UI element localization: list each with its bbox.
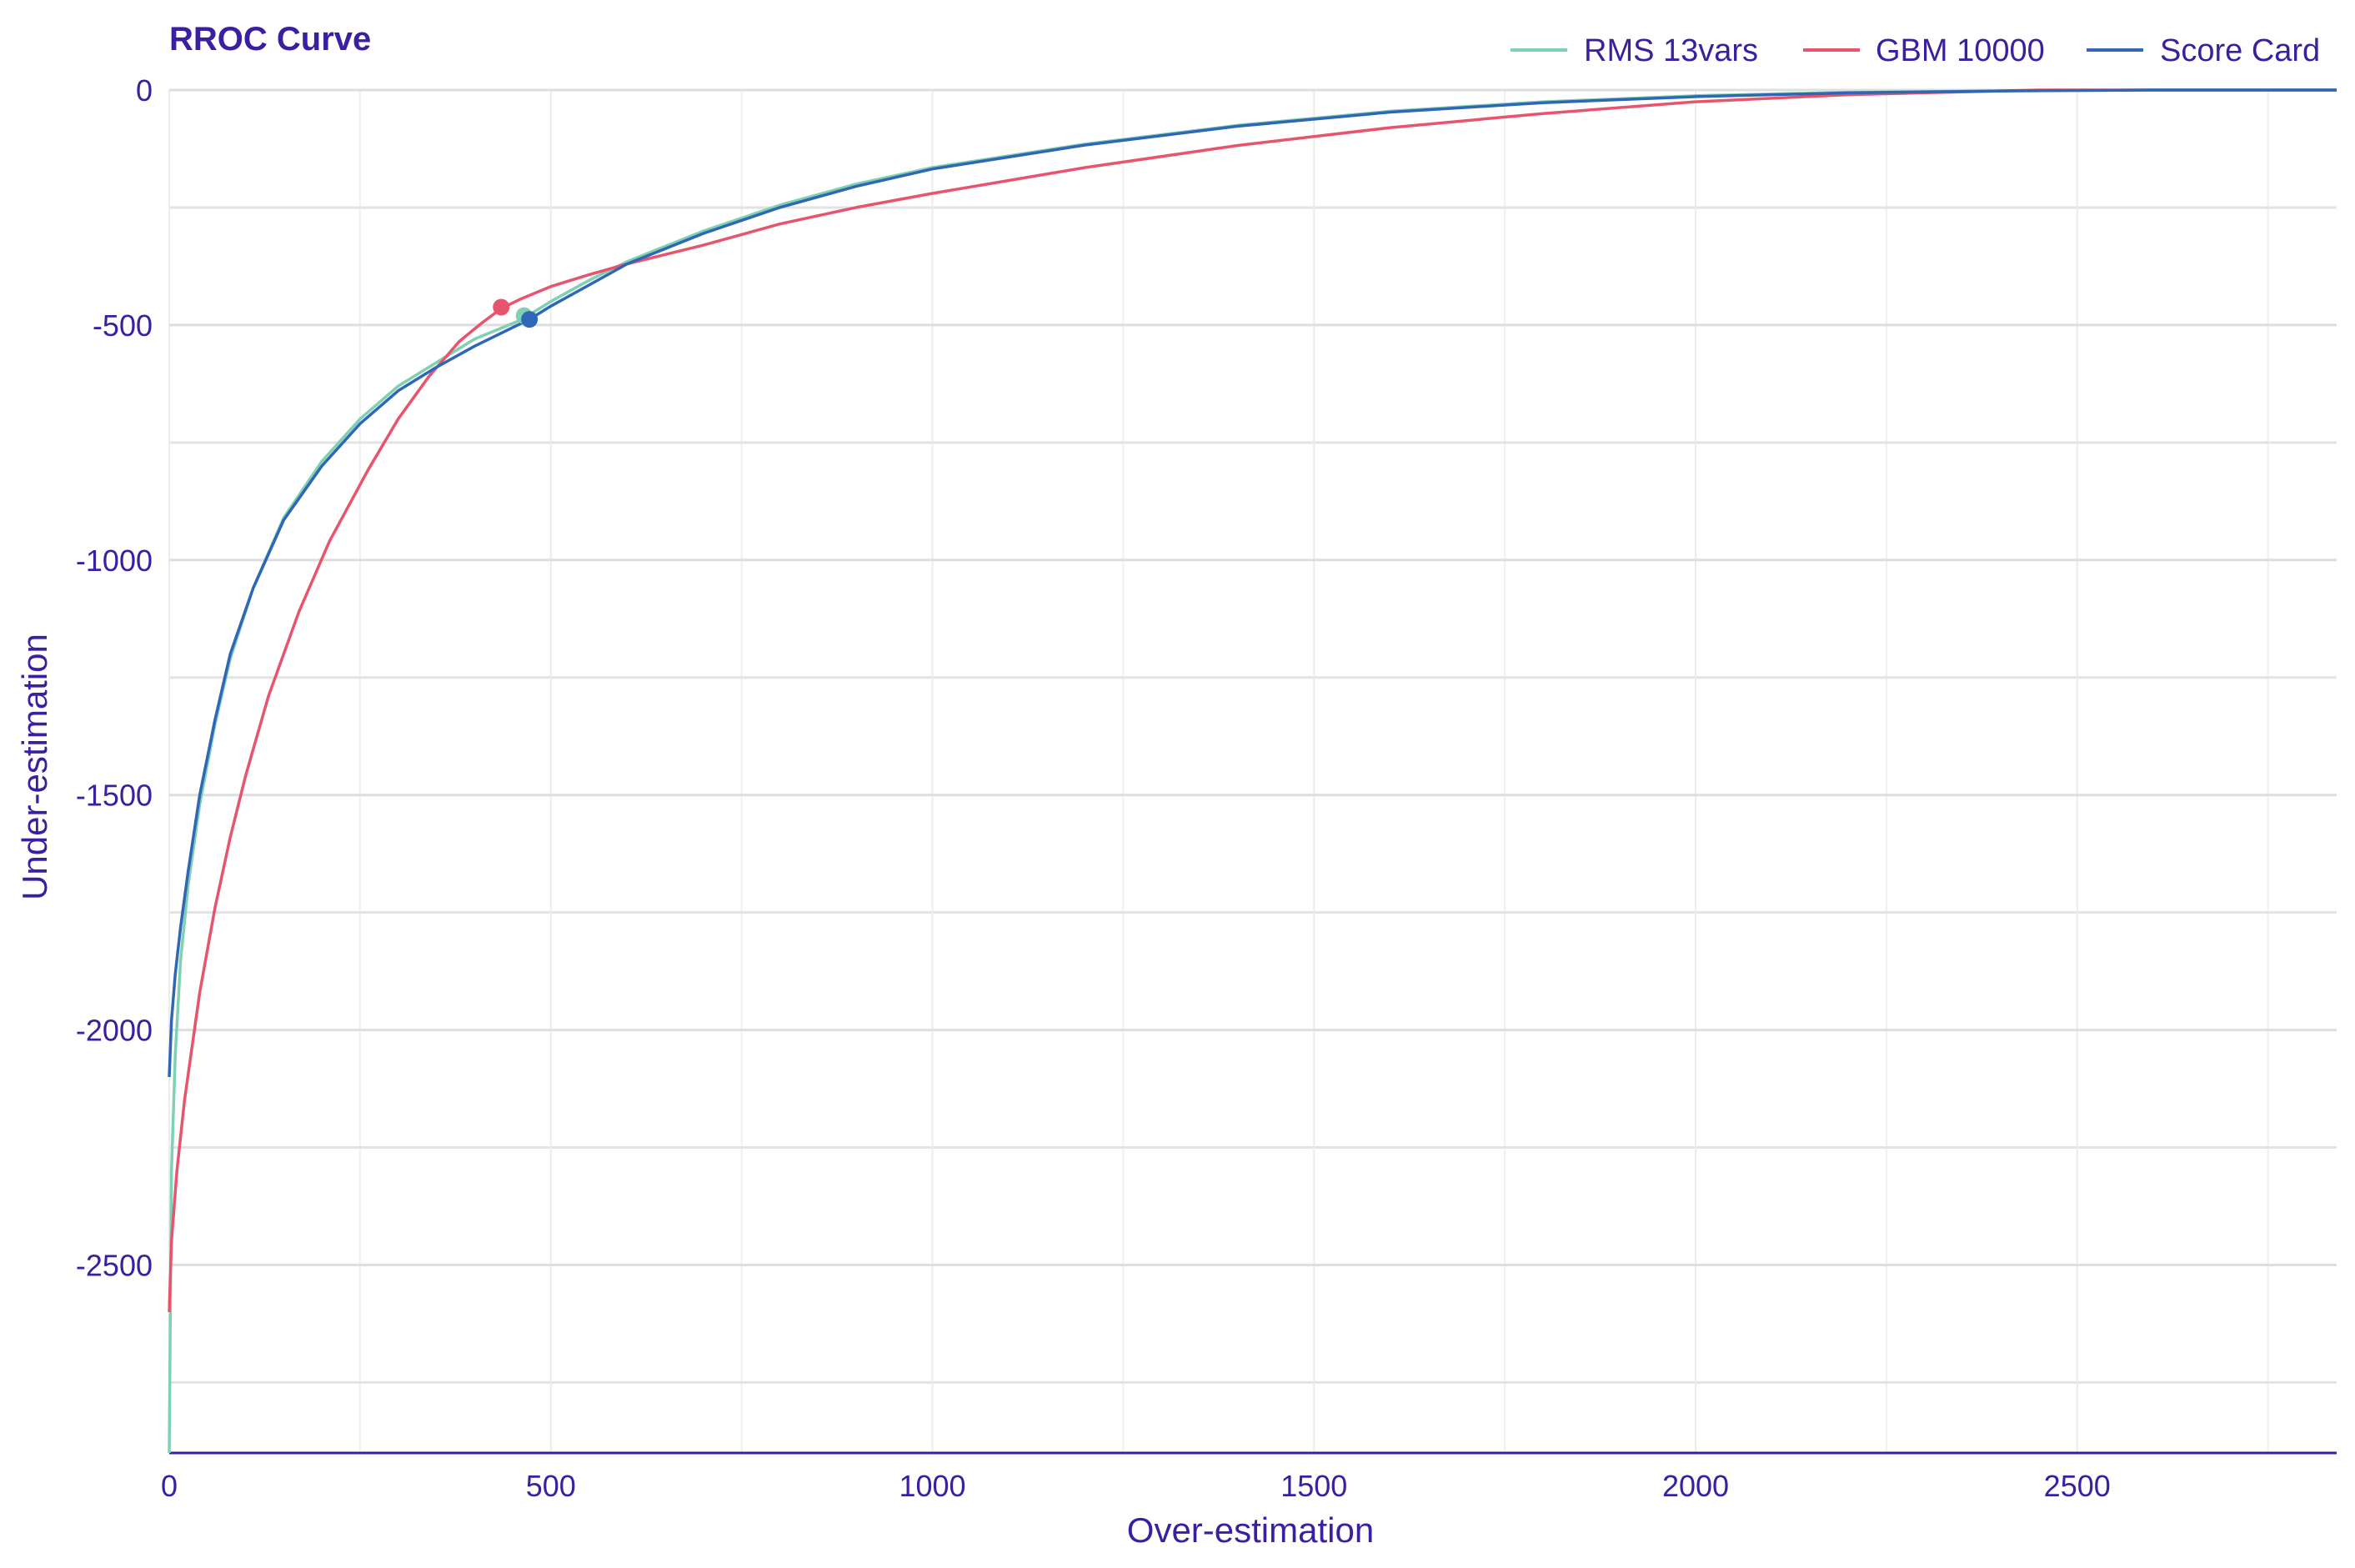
series-line-score-card xyxy=(168,88,2337,1078)
legend-label-gbm-10000: GBM 10000 xyxy=(1876,33,2045,68)
y-axis-ticks: 0 -500 -1000 -1500 -2000 -2500 xyxy=(76,73,153,1282)
x-tick-label: 500 xyxy=(526,1469,576,1503)
chart-title: RROC Curve xyxy=(169,21,371,58)
optimal-point-gbm-10000 xyxy=(493,298,510,316)
legend-label-score-card: Score Card xyxy=(2160,33,2320,68)
x-tick-label: 1500 xyxy=(1280,1469,1347,1503)
y-tick-label: -1000 xyxy=(76,544,153,578)
x-axis-ticks: 0 500 1000 1500 2000 2500 xyxy=(161,1469,2111,1503)
minor-gridlines xyxy=(169,90,2337,1453)
x-axis-label: Over-estimation xyxy=(1127,1510,1374,1550)
legend-label-rms-13vars: RMS 13vars xyxy=(1584,33,1758,68)
y-axis-label: Under-estimation xyxy=(15,634,54,900)
x-tick-label: 0 xyxy=(161,1469,178,1503)
x-tick-label: 2000 xyxy=(1662,1469,1729,1503)
optimal-point-score-card xyxy=(521,311,539,328)
y-tick-label: -500 xyxy=(93,308,153,343)
x-tick-label: 2500 xyxy=(2044,1469,2111,1503)
optimal-points xyxy=(493,298,539,328)
major-gridlines xyxy=(168,88,2337,1453)
x-tick-label: 1000 xyxy=(899,1469,965,1503)
y-tick-label: 0 xyxy=(136,73,153,108)
y-tick-label: -1500 xyxy=(76,779,153,813)
y-tick-label: -2500 xyxy=(76,1248,153,1282)
y-tick-label: -2000 xyxy=(76,1014,153,1048)
legend: RMS 13vars GBM 10000 Score Card xyxy=(1511,33,2320,68)
